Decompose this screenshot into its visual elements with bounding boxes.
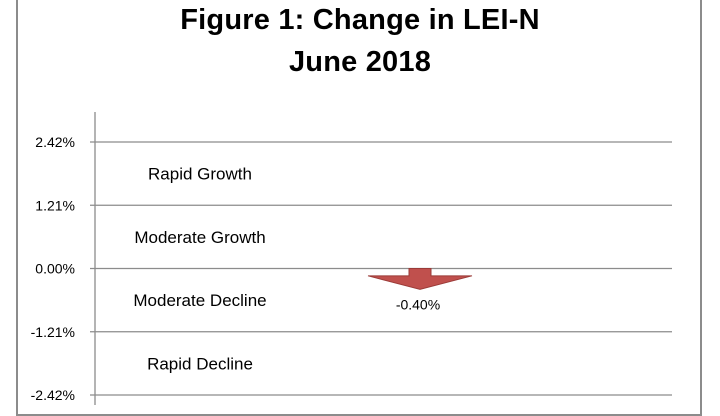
y-tick-label: 2.42% xyxy=(35,134,75,150)
y-tick-label: -1.21% xyxy=(31,324,75,340)
zone-label: Moderate Growth xyxy=(134,228,265,247)
value-label: -0.40% xyxy=(396,296,440,312)
zone-label: Moderate Decline xyxy=(133,291,266,310)
y-tick-label: -2.42% xyxy=(31,387,75,403)
value-arrow xyxy=(367,268,473,290)
chart-frame xyxy=(16,0,702,416)
chart-subtitle: June 2018 xyxy=(288,46,432,78)
chart-title: Figure 1: Change in LEI-N xyxy=(180,4,540,36)
y-tick-label: 1.21% xyxy=(35,197,75,213)
zone-label: Rapid Decline xyxy=(147,354,253,373)
chart-plot: 2.42% 1.21% 0.00% -1.21% -2.42% Rapid Growth M… xyxy=(31,112,672,405)
y-tick-label: 0.00% xyxy=(35,261,75,277)
zone-label: Rapid Growth xyxy=(148,165,252,184)
